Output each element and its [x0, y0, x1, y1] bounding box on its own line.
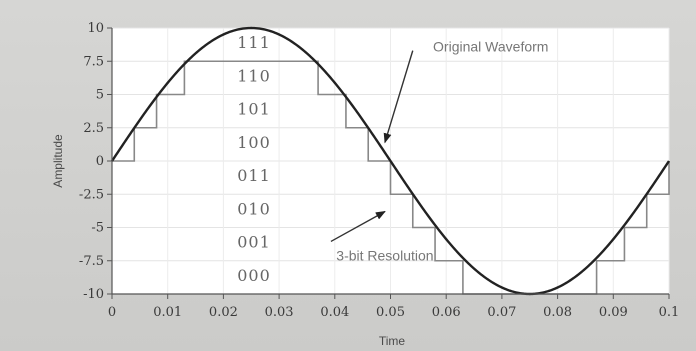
y-axis-title: Amplitude [51, 134, 65, 188]
sine-line [111, 26, 670, 296]
y-tick-label: -2.5 [79, 187, 104, 202]
y-tick-label: 10 [87, 21, 104, 36]
annotation-label: 3-bit Resolution [336, 247, 433, 263]
y-tick-label: -7.5 [79, 254, 104, 269]
y-tick-label: 2.5 [83, 121, 104, 136]
binary-code-label: 011 [237, 166, 271, 185]
y-tick-label: -10 [83, 287, 104, 302]
binary-code-label: 110 [237, 66, 271, 85]
x-tick-label: 0.06 [432, 305, 461, 320]
binary-code-label: 010 [237, 199, 271, 218]
x-tick-label: 0.09 [599, 305, 628, 320]
x-axis-title: Time [379, 334, 406, 348]
binary-code-label: 100 [237, 133, 271, 152]
x-tick-label: 0.08 [543, 305, 572, 320]
y-tick-label: 0 [96, 154, 104, 169]
x-tick-label: 0.1 [659, 305, 680, 320]
staircase-line [112, 60, 670, 295]
binary-code-label: 101 [237, 100, 271, 119]
x-tick-label: 0.04 [320, 305, 349, 320]
x-tick-label: 0.07 [487, 305, 516, 320]
y-tick-label: 5 [96, 88, 104, 103]
annotations: Original Waveform 3-bit Resolution [330, 39, 548, 263]
x-tick-label: 0 [108, 305, 116, 320]
annotation-label: Original Waveform [433, 39, 548, 55]
x-tick-label: 0.01 [153, 305, 182, 320]
binary-code-label: 001 [237, 233, 271, 252]
x-tick-label: 0.05 [376, 305, 405, 320]
annotation-arrow [330, 210, 386, 243]
x-tick-label: 0.02 [209, 305, 238, 320]
sine-series [111, 26, 670, 296]
x-tick-label: 0.03 [265, 305, 294, 320]
binary-code-labels: 111 110 101 100 011 010 001 000 [237, 33, 271, 285]
y-tick-label: 7.5 [83, 54, 104, 69]
binary-code-label: 111 [237, 33, 271, 52]
y-tick-label: -5 [91, 221, 104, 236]
annotation-arrow [383, 50, 414, 144]
binary-code-label: 000 [237, 266, 271, 285]
axes: 10 7.5 5 2.5 0 -2.5 -5 -7.5 -10 0 0.01 0.02 0.03 0.04… [79, 21, 679, 320]
staircase-series [112, 60, 670, 295]
